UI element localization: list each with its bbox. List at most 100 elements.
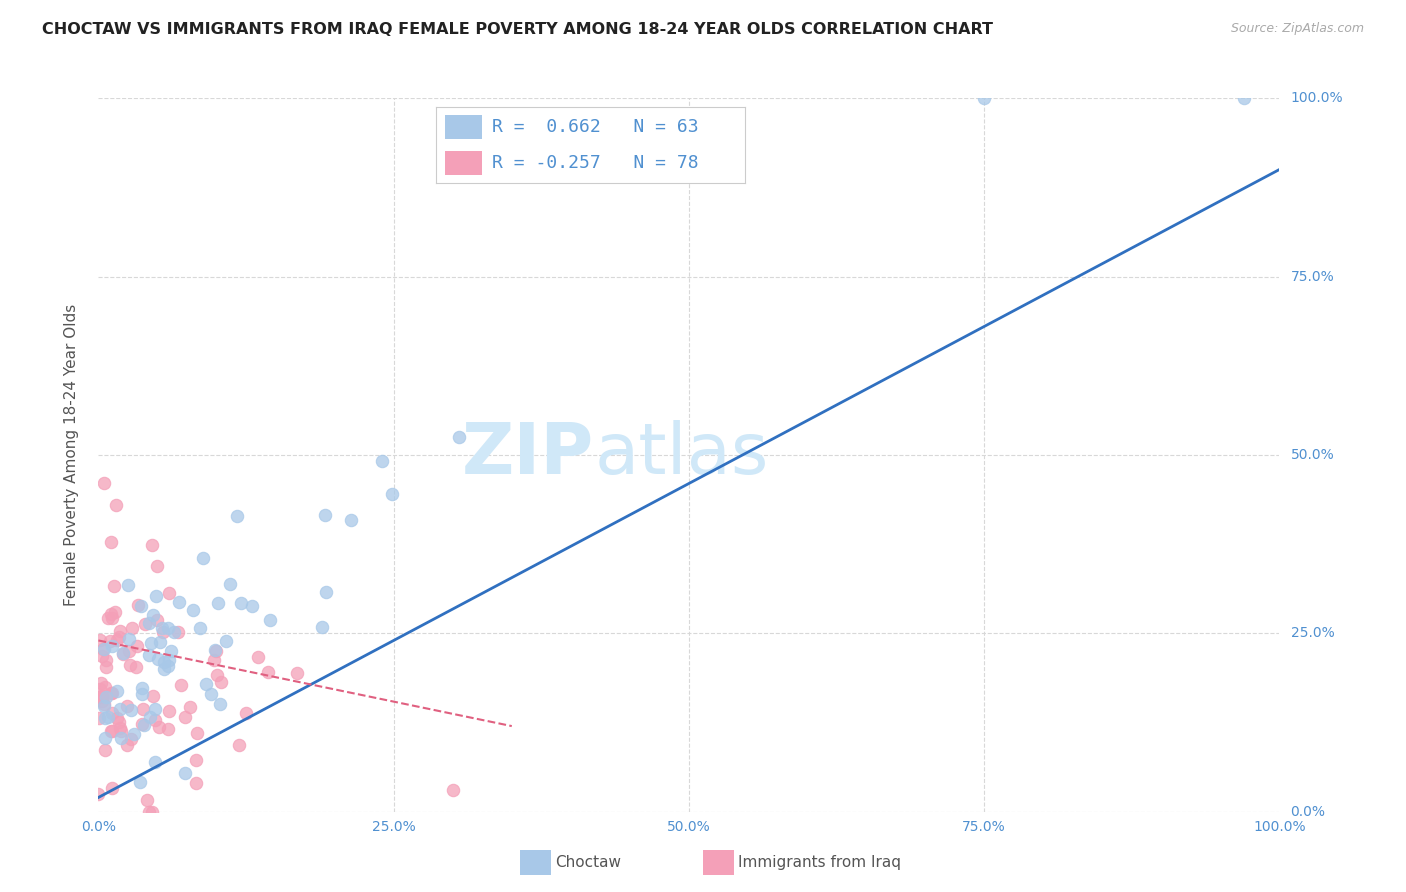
Point: [205, 644, 228, 658]
Point: [101, 723, 124, 738]
Point: [205, 668, 228, 682]
Point: [135, 793, 157, 807]
Point: [108, 630, 131, 644]
Point: [100, 723, 122, 738]
Point: [97, 710, 120, 724]
Point: [100, 686, 122, 700]
Point: [157, 659, 180, 673]
Text: atlas: atlas: [595, 420, 769, 490]
Point: [143, 756, 166, 770]
Point: [101, 639, 124, 653]
Point: [100, 706, 122, 720]
Point: [188, 621, 211, 635]
Point: [162, 625, 184, 640]
Y-axis label: Female Poverty Among 18-24 Year Olds: Female Poverty Among 18-24 Year Olds: [65, 304, 79, 606]
Point: [93, 476, 115, 491]
Point: [285, 666, 308, 681]
Point: [118, 644, 141, 658]
Text: CHOCTAW VS IMMIGRANTS FROM IRAQ FEMALE POVERTY AMONG 18-24 YEAR OLDS CORRELATION: CHOCTAW VS IMMIGRANTS FROM IRAQ FEMALE P…: [42, 22, 993, 37]
Point: [150, 621, 173, 635]
Point: [153, 662, 176, 676]
Point: [148, 720, 170, 734]
Point: [120, 703, 142, 717]
Point: [120, 657, 142, 672]
Text: R = -0.257   N = 78: R = -0.257 N = 78: [492, 154, 699, 172]
Point: [142, 689, 165, 703]
Point: [973, 91, 995, 105]
Point: [91, 649, 114, 664]
Point: [103, 579, 125, 593]
Point: [314, 508, 336, 522]
Point: [169, 678, 191, 692]
Point: [131, 716, 153, 731]
Point: [146, 558, 169, 573]
Point: [134, 616, 156, 631]
Point: [97, 611, 120, 625]
Point: [132, 718, 155, 732]
Point: [117, 577, 139, 591]
Text: 0.0%: 0.0%: [1291, 805, 1326, 819]
Point: [127, 598, 149, 612]
Point: [94, 680, 117, 694]
Point: [100, 607, 122, 621]
Point: [167, 595, 190, 609]
Text: ZIP: ZIP: [463, 420, 595, 490]
Point: [207, 596, 229, 610]
Point: [110, 624, 132, 639]
Point: [93, 697, 115, 711]
Point: [186, 726, 208, 740]
Point: [111, 647, 134, 661]
Point: [215, 633, 238, 648]
Point: [120, 732, 142, 747]
Text: 25.0%: 25.0%: [1291, 626, 1334, 640]
Point: [153, 656, 176, 670]
Point: [200, 687, 222, 701]
Point: [112, 646, 135, 660]
Point: [121, 621, 143, 635]
Point: [146, 651, 169, 665]
Point: [94, 731, 117, 745]
Point: [110, 723, 132, 738]
Point: [141, 805, 163, 819]
Point: [131, 681, 153, 695]
Point: [381, 487, 404, 501]
Point: [94, 711, 117, 725]
Point: [100, 780, 122, 795]
Point: [149, 634, 172, 648]
Point: [139, 635, 162, 649]
Point: [208, 697, 231, 711]
Point: [96, 659, 118, 673]
Text: Immigrants from Iraq: Immigrants from Iraq: [738, 855, 901, 870]
Point: [139, 710, 162, 724]
Point: [246, 649, 269, 664]
Point: [157, 621, 180, 635]
Point: [105, 498, 128, 512]
Point: [174, 766, 197, 780]
Text: 75.0%: 75.0%: [1291, 269, 1334, 284]
Point: [194, 677, 217, 691]
Point: [125, 659, 148, 673]
Point: [235, 706, 257, 720]
Text: Source: ZipAtlas.com: Source: ZipAtlas.com: [1230, 22, 1364, 36]
Point: [125, 639, 148, 653]
Point: [202, 653, 225, 667]
Point: [441, 783, 464, 797]
Point: [183, 603, 205, 617]
Point: [447, 430, 470, 444]
Point: [259, 613, 281, 627]
Point: [159, 586, 181, 600]
Point: [145, 589, 167, 603]
Point: [91, 694, 114, 708]
Point: [311, 620, 333, 634]
Point: [90, 689, 112, 703]
Point: [118, 632, 141, 647]
Text: 100.0%: 100.0%: [1291, 91, 1343, 105]
Point: [228, 738, 250, 752]
Point: [110, 731, 132, 745]
Point: [131, 599, 153, 613]
Point: [1233, 91, 1256, 105]
Point: [87, 690, 110, 705]
Point: [132, 702, 155, 716]
Point: [128, 774, 150, 789]
Bar: [446, 115, 482, 139]
